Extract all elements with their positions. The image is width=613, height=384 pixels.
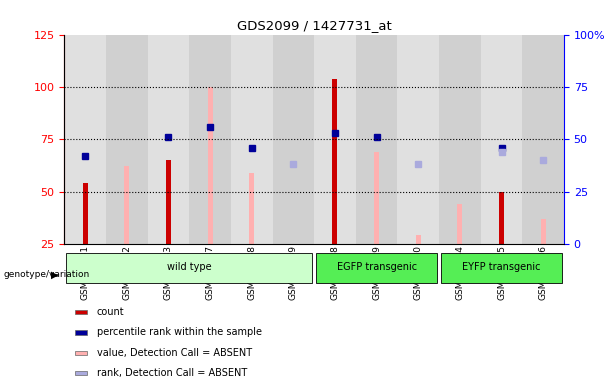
Bar bbox=[249, 173, 254, 244]
Bar bbox=[208, 87, 213, 244]
Text: value, Detection Call = ABSENT: value, Detection Call = ABSENT bbox=[97, 348, 252, 358]
Text: percentile rank within the sample: percentile rank within the sample bbox=[97, 328, 262, 338]
Bar bbox=[75, 351, 87, 355]
Bar bbox=[541, 219, 546, 244]
Text: genotype/variation: genotype/variation bbox=[3, 270, 89, 279]
Bar bbox=[457, 204, 462, 244]
Bar bbox=[75, 371, 87, 375]
Bar bbox=[416, 235, 421, 244]
Text: wild type: wild type bbox=[167, 262, 211, 272]
Bar bbox=[374, 152, 379, 244]
Bar bbox=[166, 160, 171, 244]
Bar bbox=[64, 35, 106, 244]
FancyBboxPatch shape bbox=[66, 253, 312, 283]
Text: count: count bbox=[97, 307, 124, 317]
Title: GDS2099 / 1427731_at: GDS2099 / 1427731_at bbox=[237, 19, 392, 32]
Text: rank, Detection Call = ABSENT: rank, Detection Call = ABSENT bbox=[97, 368, 247, 378]
FancyBboxPatch shape bbox=[316, 253, 437, 283]
Bar bbox=[83, 183, 88, 244]
Bar bbox=[273, 35, 314, 244]
Bar bbox=[75, 331, 87, 334]
FancyBboxPatch shape bbox=[441, 253, 562, 283]
Bar bbox=[189, 35, 231, 244]
Bar bbox=[332, 78, 338, 244]
Bar bbox=[522, 35, 564, 244]
Bar bbox=[106, 35, 148, 244]
Bar bbox=[314, 35, 356, 244]
Bar bbox=[148, 35, 189, 244]
Bar bbox=[124, 166, 129, 244]
Bar bbox=[499, 192, 504, 244]
Bar bbox=[231, 35, 273, 244]
Text: EGFP transgenic: EGFP transgenic bbox=[337, 262, 417, 272]
Text: EYFP transgenic: EYFP transgenic bbox=[462, 262, 541, 272]
Text: ▶: ▶ bbox=[51, 270, 58, 280]
Bar bbox=[75, 310, 87, 314]
Bar bbox=[397, 35, 439, 244]
Bar bbox=[356, 35, 397, 244]
Bar bbox=[439, 35, 481, 244]
Bar bbox=[481, 35, 522, 244]
